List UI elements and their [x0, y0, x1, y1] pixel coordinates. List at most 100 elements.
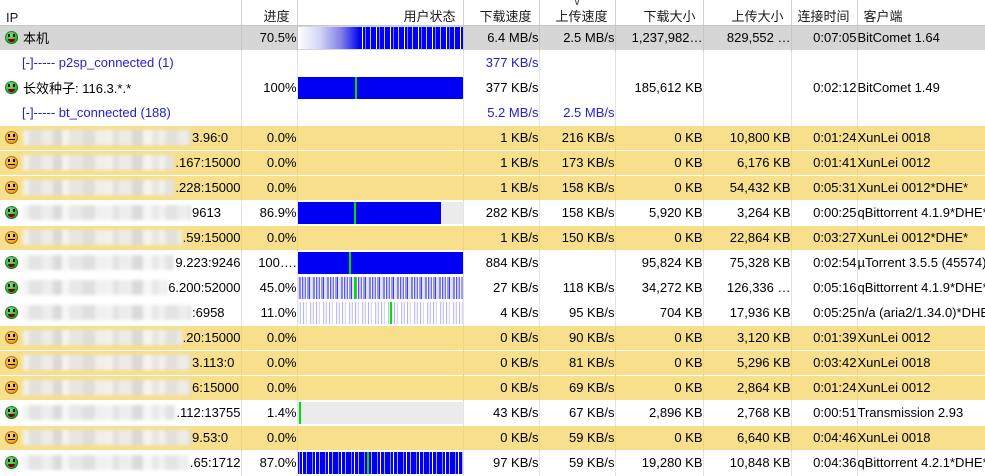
cell-dl_size: 2,896 KB [615, 400, 704, 425]
table-row[interactable]: 9.223:9246 100…. 884 KB/s 95,824 KB 75,328 K… [0, 250, 985, 275]
cell-dl_size: 0 KB [615, 125, 704, 150]
peer-ip-cell: 长效种子: 116.3.*.* [0, 76, 240, 100]
cell-ul_speed: 158 KB/s [539, 200, 616, 225]
cell-client: XunLei 0018 [857, 125, 985, 150]
masked-ip-address [23, 280, 168, 295]
table-row[interactable]: :6958 11.0% 4 KB/s 95 KB/s 704 KB 17,936 KB 0:… [0, 300, 985, 325]
cell-conn_time: 0:01:24 [791, 125, 858, 150]
peer-progress-bar [297, 301, 462, 325]
cell-ul_size [703, 75, 792, 100]
masked-ip-address [23, 230, 182, 245]
smiley-mouth [8, 363, 15, 365]
peer-ip-cell: 6:15000 [0, 376, 240, 400]
smiley-eye [13, 84, 15, 87]
cell-dl_speed: 5.2 MB/s [463, 100, 540, 125]
cell-dl_size: 704 KB [615, 300, 704, 325]
peer-ip-label[interactable]: [-]----- bt_connected (188) [22, 105, 171, 120]
cell-ul_size: 75,328 KB [703, 250, 792, 275]
cell-conn_time: 0:04:36 [791, 450, 858, 475]
cell-dl_size: 1,237,982… [615, 25, 704, 50]
cell-progress: 0.0% [241, 350, 298, 375]
cell-ul_size: 3,120 KB [703, 325, 792, 350]
table-row[interactable]: 9.53:0 0.0% 0 KB/s 59 KB/s 0 KB 6,640 KB 0:04:… [0, 425, 985, 450]
cell-dl_speed: 0 KB/s [463, 350, 540, 375]
smiley-mouth [8, 138, 15, 140]
smiley-happy-icon [5, 281, 18, 294]
smiley-eye [13, 159, 15, 162]
table-row[interactable]: .65:1712 87.0% 97 KB/s 59 KB/s 19,280 KB 10,8… [0, 450, 985, 475]
peer-progress-bar [297, 201, 462, 225]
column-header-dl_speed[interactable]: 下载速度 [463, 0, 540, 26]
cell-progress: 70.5% [241, 25, 298, 50]
table-row[interactable]: [-]----- p2sp_connected (1) 377 KB/s [0, 50, 985, 75]
table-row[interactable]: .112:13755 1.4% 43 KB/s 67 KB/s 2,896 KB 2,76… [0, 400, 985, 425]
cell-ul_size: 10,848 KB [703, 450, 792, 475]
table-row[interactable]: 6:15000 0.0% 0 KB/s 69 KB/s 0 KB 2,864 KB 0:01… [0, 375, 985, 400]
smiley-eye [8, 334, 10, 337]
peer-ip-cell: .65:1712 [0, 451, 240, 475]
cell-client: µTorrent 3.5.5 (45574) [857, 250, 985, 275]
cell-client: n/a (aria2/1.34.0)*DHE* [857, 300, 985, 325]
smiley-mouth [8, 263, 15, 267]
table-row[interactable]: .20:15000 0.0% 0 KB/s 90 KB/s 0 KB 3,120 KB 0:… [0, 325, 985, 350]
peer-ip-label[interactable]: [-]----- p2sp_connected (1) [22, 55, 174, 70]
smiley-mouth [8, 413, 15, 417]
smiley-mouth [8, 213, 15, 217]
column-header-dl_size[interactable]: 下载大小 [615, 0, 704, 26]
peer-progress-bar [297, 76, 462, 100]
column-header-ip[interactable]: IP [0, 0, 242, 26]
smiley-mouth [8, 288, 15, 292]
smiley-eye [13, 134, 15, 137]
cell-conn_time: 0:02:12 [791, 75, 858, 100]
column-header-label: 连接时间 [797, 8, 850, 24]
column-header-conn_time[interactable]: 连接时间 [791, 0, 858, 26]
column-header-peer_state[interactable]: 用户状态 [297, 0, 464, 26]
table-row[interactable]: 6.200:52000 45.0% 27 KB/s 118 KB/s 34,272 KB… [0, 275, 985, 300]
cell-dl_size: 0 KB [615, 375, 704, 400]
table-row[interactable]: 长效种子: 116.3.*.* 100% 377 KB/s 185,612 KB 0:0… [0, 75, 985, 100]
peer-ip-label: .20:15000 [182, 330, 241, 345]
cell-ul_speed: 150 KB/s [539, 225, 616, 250]
smiley-neutral-icon [5, 381, 18, 394]
column-header-row[interactable]: IP 进度 用户状态 下载速度 ∨ 上传速度 下载大小 上传大小 连接时间 客户端 [0, 0, 985, 26]
cell-ul_speed: 118 KB/s [539, 275, 616, 300]
table-row[interactable]: .167:15000 0.0% 1 KB/s 173 KB/s 0 KB 6,176 KB… [0, 150, 985, 175]
smiley-eye [13, 184, 15, 187]
column-header-ul_size[interactable]: 上传大小 [703, 0, 792, 26]
table-row[interactable]: .228:15000 0.0% 1 KB/s 158 KB/s 0 KB 54,432 K… [0, 175, 985, 200]
masked-ip-address [23, 180, 175, 195]
cell-conn_time: 0:05:31 [791, 175, 858, 200]
cell-ul_speed: 59 KB/s [539, 450, 616, 475]
cell-conn_time: 0:03:42 [791, 350, 858, 375]
cell-client [857, 50, 985, 75]
smiley-eye [8, 34, 10, 37]
peer-ip-label: :6958 [192, 305, 225, 320]
peer-ip-cell: 9.53:0 [0, 426, 240, 450]
table-row[interactable]: [-]----- bt_connected (188) 5.2 MB/s 2.5 M… [0, 100, 985, 125]
cell-dl_size [615, 50, 704, 75]
table-row[interactable]: 本机 70.5% 6.4 MB/s 2.5 MB/s 1,237,982… 829,552… [0, 25, 985, 50]
masked-ip-address [23, 405, 176, 420]
masked-ip-address [23, 455, 189, 470]
progress-seam-marker [366, 451, 369, 474]
table-row[interactable]: 3.113:0 0.0% 0 KB/s 81 KB/s 0 KB 5,296 KB 0:03… [0, 350, 985, 375]
cell-ul_speed: 158 KB/s [539, 175, 616, 200]
cell-ul_size [703, 50, 792, 75]
table-row[interactable]: 3.96:0 0.0% 1 KB/s 216 KB/s 0 KB 10,800 KB 0:0… [0, 125, 985, 150]
table-row[interactable]: .59:15000 0.0% 1 KB/s 150 KB/s 0 KB 22,864 KB… [0, 225, 985, 250]
cell-progress: 86.9% [241, 200, 298, 225]
progress-seam-marker [298, 401, 301, 424]
table-row[interactable]: 9613 86.9% 282 KB/s 158 KB/s 5,920 KB 3,264 K… [0, 200, 985, 225]
progress-striped-segment [297, 276, 462, 299]
column-header-ul_speed[interactable]: ∨ 上传速度 [539, 0, 616, 26]
smiley-eye [13, 409, 15, 412]
column-header-label: 进度 [263, 8, 290, 24]
progress-seam-marker [353, 276, 356, 299]
column-header-progress[interactable]: 进度 [241, 0, 298, 26]
column-header-client[interactable]: 客户端 [857, 0, 985, 26]
smiley-mouth [8, 163, 15, 165]
cell-progress: 0.0% [241, 150, 298, 175]
smiley-eye [13, 309, 15, 312]
peer-progress-bar [298, 151, 463, 175]
cell-ul_size: 829,552 … [703, 25, 792, 50]
